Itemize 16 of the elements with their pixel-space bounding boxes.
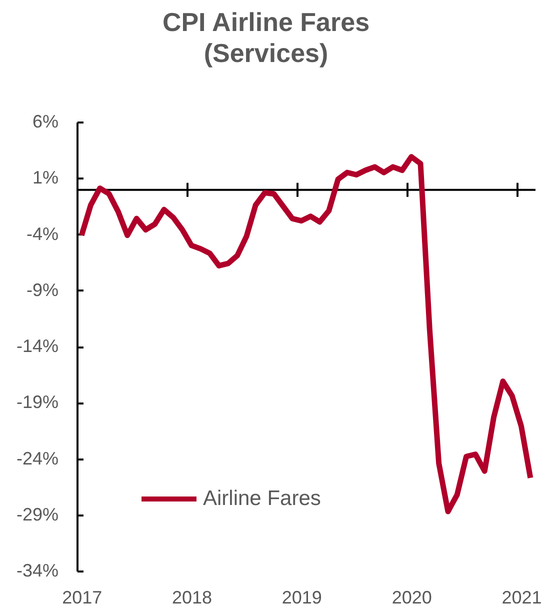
y-tick-label: -34%	[16, 560, 58, 580]
y-tick-label: -19%	[16, 392, 58, 412]
y-tick-label: -9%	[26, 280, 58, 300]
y-tick-label: 1%	[32, 168, 58, 188]
y-tick-label: -4%	[26, 224, 58, 244]
chart-title: CPI Airline Fares (Services)	[162, 7, 370, 68]
x-tick-label: 2017	[62, 588, 102, 608]
x-tick-label: 2019	[282, 588, 322, 608]
y-tick-label: -24%	[16, 448, 58, 468]
x-tick-label: 2018	[172, 588, 212, 608]
x-tick-label: 2020	[392, 588, 432, 608]
y-tick-label: 6%	[32, 112, 58, 132]
x-tick-label: 2021	[502, 588, 542, 608]
y-tick-label: -29%	[16, 504, 58, 524]
legend-label: Airline Fares	[203, 487, 321, 510]
y-tick-label: -14%	[16, 336, 58, 356]
